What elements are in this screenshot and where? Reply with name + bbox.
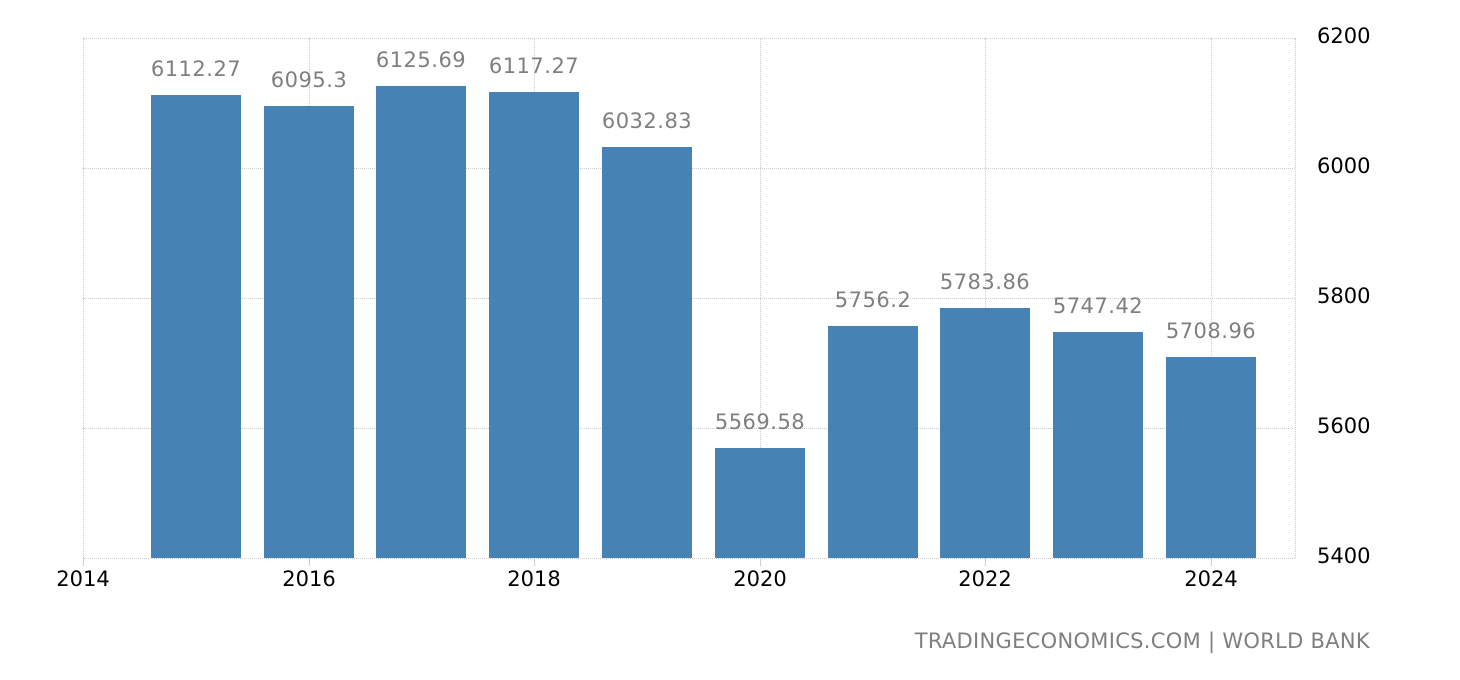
gridline-vertical [985, 38, 986, 558]
bar-value-label: 5569.58 [714, 410, 806, 434]
source-credit: TRADINGECONOMICS.COM | WORLD BANK [914, 629, 1370, 653]
bar-value-label: 6112.27 [150, 57, 242, 81]
x-tick-label: 2024 [1184, 567, 1238, 591]
y-tick-label: 6000 [1317, 154, 1371, 178]
x-tick-mark [83, 558, 84, 566]
y-tick-label: 5800 [1317, 284, 1371, 308]
gridline-horizontal [83, 38, 1295, 39]
bar-value-label: 6032.83 [601, 109, 693, 133]
x-tick-label: 2018 [507, 567, 561, 591]
bar-value-label: 5747.42 [1052, 294, 1144, 318]
bar-2024[interactable] [1166, 357, 1256, 558]
plot-border-right [1295, 38, 1296, 558]
gridline-vertical [83, 38, 84, 558]
y-tick-label: 5600 [1317, 414, 1371, 438]
x-tick-mark [309, 558, 310, 566]
gridline-vertical [1211, 38, 1212, 558]
x-tick-mark [1211, 558, 1212, 566]
bar-2023[interactable] [1053, 332, 1143, 558]
bar-2022[interactable] [940, 308, 1030, 558]
x-tick-label: 2014 [56, 567, 110, 591]
x-tick-mark [760, 558, 761, 566]
bar-2017[interactable] [376, 86, 466, 558]
x-tick-mark [534, 558, 535, 566]
bar-2015[interactable] [151, 95, 241, 558]
bar-value-label: 5756.2 [834, 288, 912, 312]
y-tick-label: 5400 [1317, 544, 1371, 568]
bar-value-label: 6117.27 [488, 54, 580, 78]
bar-value-label: 5708.96 [1165, 319, 1257, 343]
bar-2018[interactable] [489, 92, 579, 558]
bar-value-label: 5783.86 [939, 270, 1031, 294]
bar-2019[interactable] [602, 147, 692, 558]
x-tick-label: 2016 [282, 567, 336, 591]
bar-value-label: 6095.3 [270, 68, 348, 92]
gridline-horizontal [83, 558, 1295, 559]
x-tick-label: 2020 [733, 567, 787, 591]
bar-value-label: 6125.69 [375, 48, 467, 72]
gridline-vertical [760, 38, 761, 558]
bar-2021[interactable] [828, 326, 918, 558]
x-tick-label: 2022 [958, 567, 1012, 591]
bar-2016[interactable] [264, 106, 354, 558]
y-tick-label: 6200 [1317, 24, 1371, 48]
bar-2020[interactable] [715, 448, 805, 558]
x-tick-mark [985, 558, 986, 566]
